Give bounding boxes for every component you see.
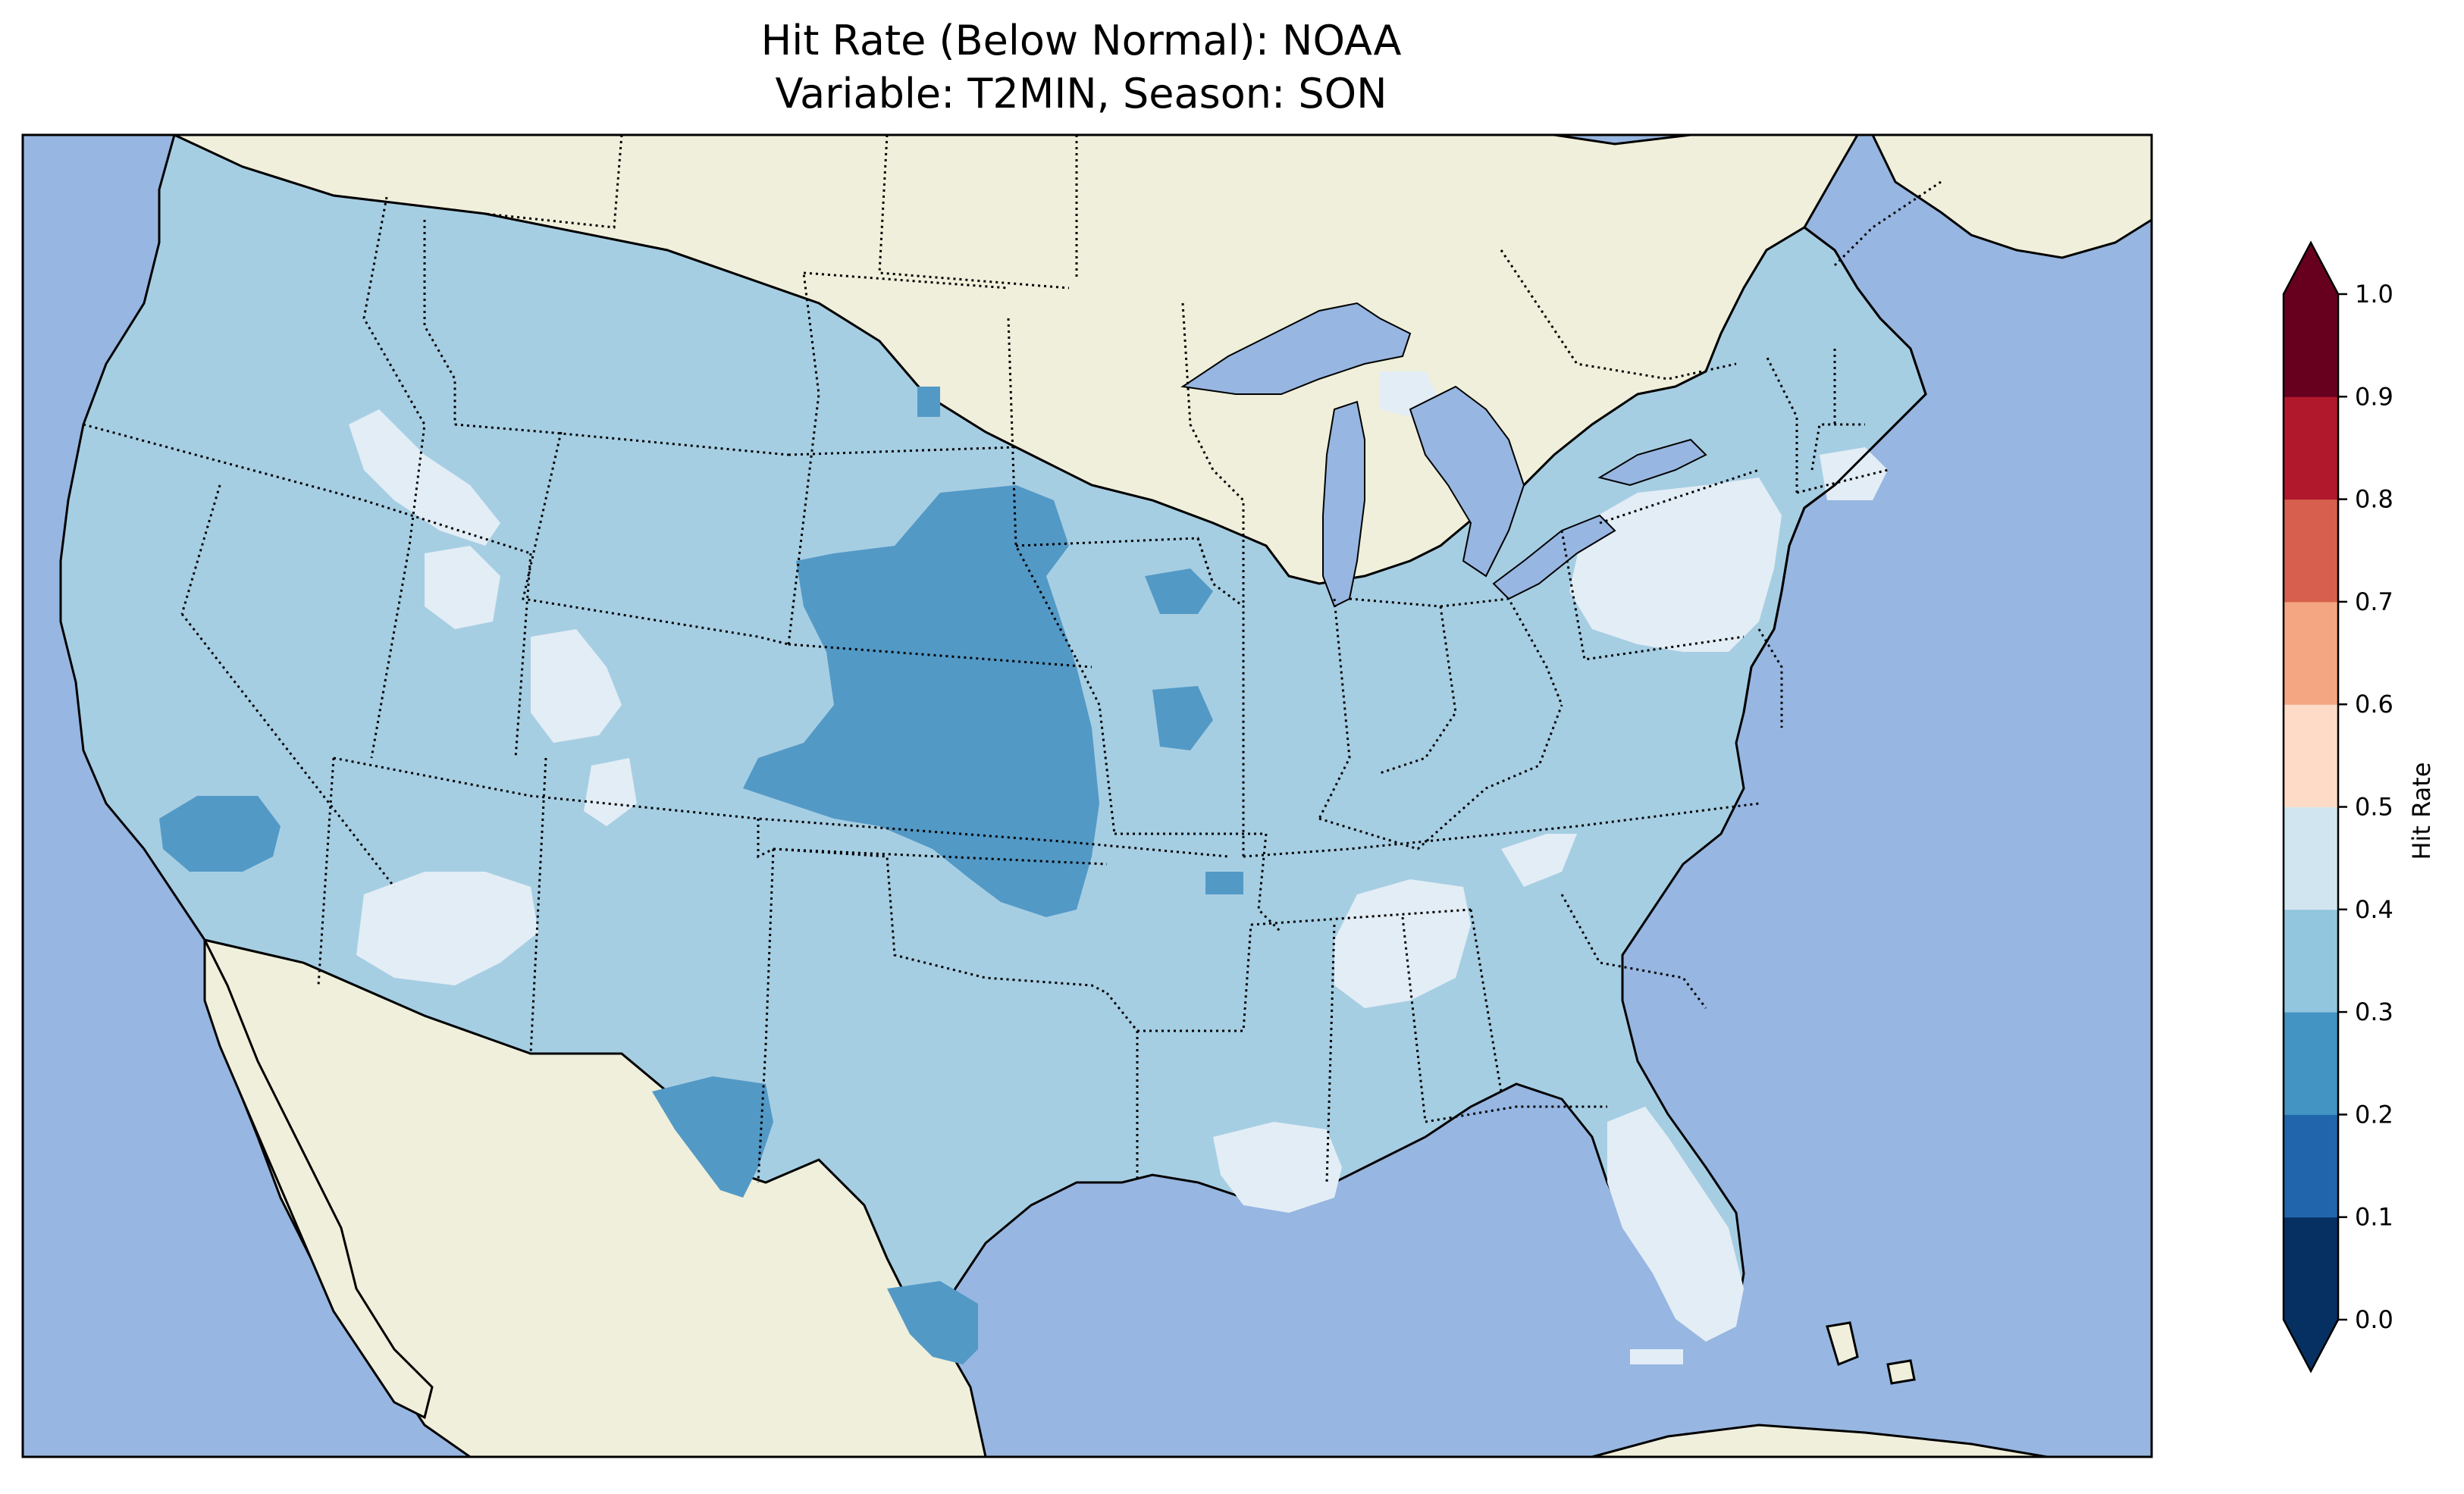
lake-ontario bbox=[1597, 438, 1707, 487]
colorbar-tick-label: 0.5 bbox=[2355, 793, 2393, 822]
colorbar-tick-label: 0.2 bbox=[2355, 1100, 2393, 1129]
low-hit-rate-regions bbox=[159, 387, 1243, 1364]
lake-erie bbox=[1492, 514, 1616, 600]
colorbar-bin-2 bbox=[2284, 1012, 2338, 1115]
colorbar-bin-0 bbox=[2284, 1217, 2338, 1320]
lake-huron bbox=[1409, 385, 1525, 578]
colorbar-label: Hit Rate bbox=[2407, 762, 2436, 860]
land-bahamas bbox=[1826, 1321, 1916, 1385]
land-cuba bbox=[1591, 1424, 2048, 1457]
colorbar-tick-label: 0.8 bbox=[2355, 485, 2393, 514]
colorbar-bin-8 bbox=[2284, 396, 2338, 500]
colorbar-bin-4 bbox=[2284, 807, 2338, 910]
map-title-line1: Hit Rate (Below Normal): NOAA bbox=[760, 17, 1402, 64]
colorbar-tick-label: 0.4 bbox=[2355, 895, 2393, 924]
high-hit-rate-regions bbox=[349, 371, 1888, 1364]
colorbar-tick-label: 0.3 bbox=[2355, 998, 2393, 1026]
colorbar-tick-label: 0.0 bbox=[2355, 1305, 2393, 1334]
colorbar-bin-7 bbox=[2284, 499, 2338, 603]
colorbar-bin-5 bbox=[2284, 704, 2338, 807]
great-lakes bbox=[1180, 302, 1707, 608]
colorbar-bin-3 bbox=[2284, 909, 2338, 1013]
colorbar-tick-label: 0.1 bbox=[2355, 1203, 2393, 1232]
land-maritimes bbox=[1871, 135, 2152, 259]
colorbar-bin-1 bbox=[2284, 1114, 2338, 1218]
colorbar-tick-label: 0.7 bbox=[2355, 587, 2393, 616]
lake-superior bbox=[1180, 302, 1412, 395]
map-title-line2: Variable: T2MIN, Season: SON bbox=[775, 70, 1387, 117]
colorbar-tick-label: 1.0 bbox=[2355, 280, 2393, 309]
colorbar-bin-9 bbox=[2284, 294, 2338, 397]
colorbar-tick-label: 0.9 bbox=[2355, 382, 2393, 411]
colorbar-bin-6 bbox=[2284, 601, 2338, 705]
state-borders bbox=[83, 135, 1942, 1183]
colorbar-extend-max bbox=[2284, 243, 2338, 294]
colorbar-extend-min bbox=[2284, 1320, 2338, 1371]
map-frame bbox=[21, 133, 2153, 1458]
land-baja bbox=[203, 939, 434, 1420]
colorbar-tick-label: 0.6 bbox=[2355, 690, 2393, 719]
coastline-east bbox=[1742, 226, 1927, 713]
